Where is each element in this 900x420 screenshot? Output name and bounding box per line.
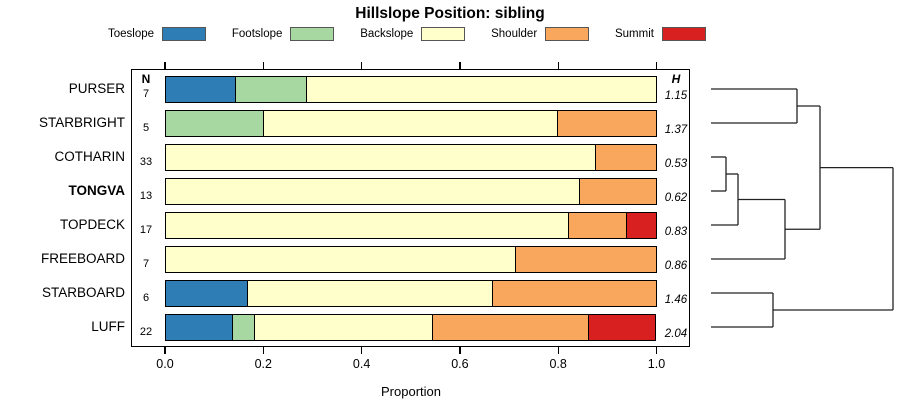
h-value: 1.15: [664, 90, 688, 102]
h-value: 0.62: [664, 192, 688, 204]
row-label: TONGVA: [68, 183, 125, 198]
axis-tick-bottom: [360, 347, 363, 354]
legend-entry: Summit: [615, 27, 706, 41]
bar-segment: [165, 245, 517, 273]
plot-box: [131, 69, 690, 347]
legend-swatch: [661, 27, 706, 41]
row-label: LUFF: [91, 319, 125, 334]
axis-tick-top: [655, 62, 658, 69]
stacked-bar: [165, 75, 657, 103]
legend-entry: Toeslope: [108, 27, 207, 41]
bar-segment: [432, 313, 590, 341]
axis-tick-bottom: [655, 347, 658, 354]
legend-swatch: [162, 27, 207, 41]
bar-segment: [165, 143, 597, 171]
bar-segment: [254, 313, 434, 341]
axis-tick-label: 0.6: [451, 357, 469, 371]
bar-segment: [165, 279, 249, 307]
legend-label: Backslope: [360, 28, 414, 40]
bar-segment: [625, 211, 657, 239]
stacked-bar: [165, 211, 657, 239]
axis-tick-top: [262, 62, 264, 69]
axis-tick-top: [459, 62, 461, 69]
axis-tick-label: 1.0: [647, 357, 666, 371]
row-label: FREEBOARD: [40, 251, 125, 266]
bar-segment: [567, 211, 628, 239]
legend-swatch: [545, 27, 590, 41]
bar-segment: [556, 109, 657, 137]
n-value: 7: [142, 258, 150, 270]
bar-segment: [247, 279, 494, 307]
h-value: 1.46: [664, 294, 688, 306]
axis-tick-top: [360, 62, 363, 69]
bar-segment: [305, 75, 657, 103]
h-value: 2.04: [664, 328, 688, 340]
n-value: 7: [142, 88, 150, 100]
axis-tick-bottom: [164, 347, 166, 354]
row-label: PURSER: [68, 81, 125, 96]
bar-segment: [514, 245, 657, 273]
row-label: COTHARIN: [54, 149, 126, 164]
bar-segment: [165, 211, 570, 239]
legend-entry: Backslope: [360, 27, 466, 41]
n-header: N: [141, 72, 151, 86]
stacked-bar: [165, 279, 657, 307]
dendrogram: [711, 88, 894, 328]
axis-tick-bottom: [459, 347, 461, 354]
legend-label: Summit: [614, 28, 654, 40]
stacked-bar: [165, 177, 657, 205]
x-axis-title: Proportion: [381, 384, 441, 399]
legend-entry: Footslope: [232, 27, 335, 41]
h-value: 0.83: [664, 226, 688, 238]
axis-tick-label: 0.4: [352, 357, 371, 371]
bar-segment: [165, 177, 581, 205]
legend-swatch: [290, 27, 335, 41]
legend-label: Toeslope: [108, 28, 155, 40]
axis-tick-bottom: [262, 347, 264, 354]
h-value: 0.53: [664, 158, 688, 170]
n-value: 33: [139, 156, 153, 168]
n-value: 22: [139, 326, 153, 338]
axis-tick-bottom: [557, 347, 559, 354]
bar-segment: [587, 313, 656, 341]
axis-tick-label: 0.8: [549, 357, 567, 371]
axis-tick-top: [557, 62, 559, 69]
axis-tick-top: [164, 62, 166, 69]
h-value: 0.86: [664, 260, 688, 272]
legend-label: Footslope: [231, 28, 283, 40]
n-value: 5: [142, 122, 150, 134]
row-label: STARBRIGHT: [38, 115, 125, 130]
n-value: 13: [139, 190, 153, 202]
axis-tick-label: 0.0: [156, 357, 174, 371]
stacked-bar: [165, 245, 657, 273]
legend-entry: Shoulder: [491, 27, 590, 41]
stacked-bar: [165, 109, 657, 137]
bar-segment: [579, 177, 657, 205]
row-label: TOPDECK: [59, 217, 125, 232]
n-value: 17: [139, 224, 153, 236]
legend-label: Shoulder: [491, 28, 538, 40]
h-value: 1.37: [664, 124, 688, 136]
axis-tick-label: 0.2: [254, 357, 272, 371]
bar-segment: [263, 109, 559, 137]
n-value: 6: [142, 292, 150, 304]
bar-segment: [595, 143, 657, 171]
row-label: STARBOARD: [41, 285, 125, 300]
h-header: H: [671, 72, 681, 86]
bar-segment: [491, 279, 657, 307]
legend: Toeslope Footslope Backslope Shoulder Summit: [108, 27, 706, 41]
stacked-bar: [165, 143, 657, 171]
chart-title: Hillslope Position: sibling: [355, 5, 545, 22]
legend-swatch: [421, 27, 466, 41]
stacked-bar: [165, 313, 657, 341]
